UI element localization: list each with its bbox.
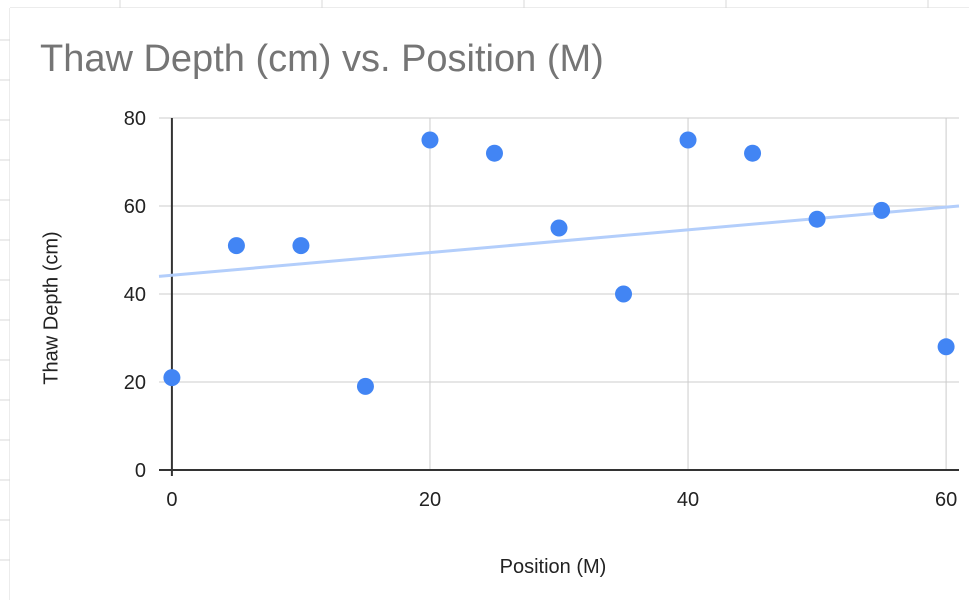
y-tick-label: 60: [124, 196, 146, 218]
data-point[interactable]: [615, 285, 633, 303]
data-point[interactable]: [873, 201, 891, 219]
gridlines: [159, 117, 959, 470]
data-point[interactable]: [421, 131, 439, 149]
chart-title: Thaw Depth (cm) vs. Position (M): [40, 38, 604, 80]
chart-container[interactable]: Thaw Depth (cm) vs. Position (M) 0 20 40 60…: [10, 8, 969, 600]
y-tick-label: 0: [135, 460, 146, 482]
data-point[interactable]: [679, 131, 697, 149]
data-point[interactable]: [163, 369, 181, 387]
trendline-layer: [158, 204, 960, 278]
data-point[interactable]: [292, 237, 310, 255]
data-point[interactable]: [485, 144, 503, 162]
x-axis-title: Position (M): [499, 556, 607, 578]
plot-area: 0 20 40 60 80 0 20 40 60: [124, 108, 960, 511]
data-point[interactable]: [744, 144, 762, 162]
trendline: [158, 204, 960, 278]
y-tick-label: 20: [124, 372, 146, 394]
x-tick-label: 60: [935, 489, 957, 511]
data-point[interactable]: [808, 210, 826, 228]
y-tick-label: 80: [124, 108, 146, 130]
data-points: [163, 131, 955, 395]
x-tick-label: 40: [677, 489, 699, 511]
x-tick-label: 20: [419, 489, 441, 511]
x-tick-label: 0: [166, 489, 177, 511]
tick-labels: 0 20 40 60 80 0 20 40 60: [124, 108, 957, 511]
axes: [159, 118, 959, 476]
y-axis-title: Thaw Depth (cm): [40, 231, 63, 385]
data-point[interactable]: [937, 338, 955, 356]
data-point[interactable]: [550, 219, 568, 237]
data-point[interactable]: [356, 377, 374, 395]
data-point[interactable]: [227, 237, 245, 255]
y-tick-label: 40: [124, 284, 146, 306]
